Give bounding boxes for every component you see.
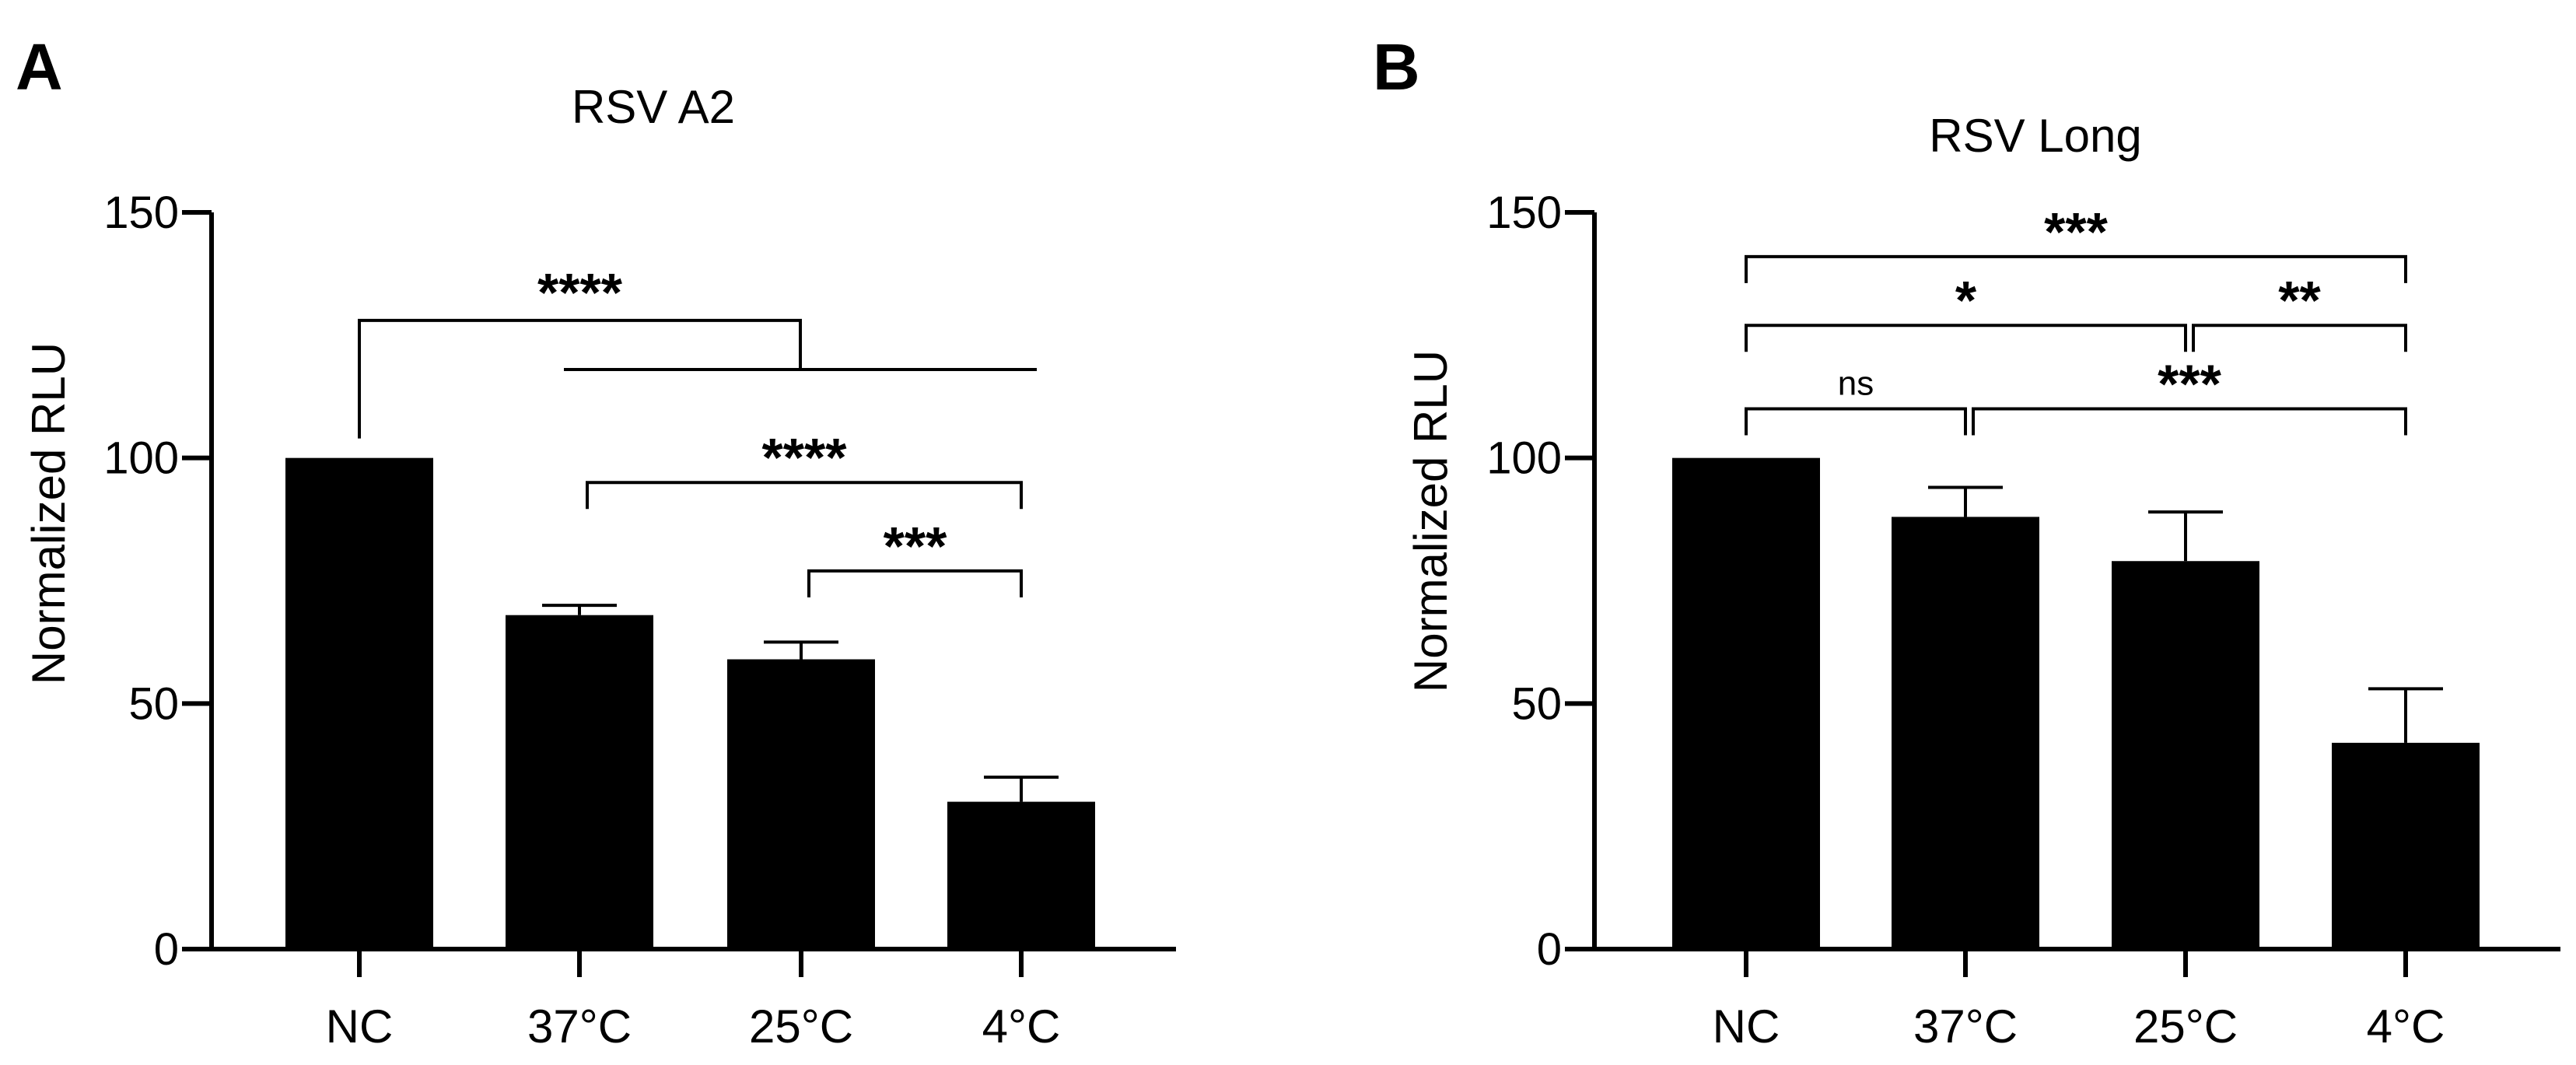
panel-b-y-tick-label: 0: [1537, 924, 1562, 975]
panel-b-category-label: 4°C: [2367, 1000, 2445, 1053]
panel-a-y-tick-label: 100: [103, 433, 179, 484]
panel-a-category-label: 25°C: [749, 1000, 853, 1053]
panel-a-significance-label: ****: [537, 262, 623, 323]
panel-b-significance-bracket: [1745, 407, 1967, 436]
panel-b-category-label: 37°C: [1913, 1000, 2018, 1053]
panel-a-y-tick-label: 50: [128, 678, 179, 729]
panel-b-category-label: NC: [1713, 1000, 1780, 1053]
panel-b-significance-label: ***: [2044, 201, 2108, 262]
panel-b-significance-bracket: [1745, 254, 2407, 283]
panel-a-y-tick-label: 150: [103, 187, 179, 238]
panel-b-significance-bracket: [2192, 324, 2407, 352]
panel-b-bar: [1892, 517, 2039, 949]
panel-a-bar: [727, 659, 875, 949]
panel-a-y-tick-label: 0: [154, 924, 179, 975]
panel-b-significance-bracket: [1972, 407, 2407, 436]
panel-a-category-label: NC: [326, 1000, 394, 1053]
panel-a-bar: [947, 801, 1095, 949]
panel-b-significance-label: ns: [1838, 365, 1874, 403]
panel-a-bar: [506, 615, 653, 949]
panel-a-title: RSV A2: [572, 81, 735, 133]
panel-a: A RSV A2 Normalized RLU 0 50 100 150 NC 37°C 2…: [16, 30, 1176, 1053]
panel-b-letter: B: [1373, 30, 1420, 103]
panel-b-bar: [1672, 457, 1820, 949]
panel-b-significance-label: ***: [2158, 354, 2221, 415]
panel-a-significance-label: ****: [762, 427, 848, 488]
panel-b-bar: [2112, 561, 2259, 949]
panel-a-category-label: 4°C: [982, 1000, 1061, 1053]
panel-b-y-tick-label: 50: [1511, 678, 1562, 729]
panel-b-bar: [2332, 742, 2480, 949]
panel-a-significance-bracket: [358, 318, 802, 439]
panel-a-significance-label: ***: [884, 516, 947, 576]
panel-b-significance-bracket: [1745, 324, 2187, 352]
panel-a-y-axis-label: Normalized RLU: [23, 342, 75, 685]
panel-b-y-tick-label: 100: [1486, 433, 1562, 484]
panel-a-significance-bracket: [807, 569, 1023, 597]
panel-a-significance-bracket: [586, 481, 1023, 510]
panel-b: B RSV Long Normalized RLU 0 50 100 150 NC 37°…: [1373, 30, 2560, 1053]
panel-a-bar: [285, 457, 433, 949]
panel-b-y-axis-label: Normalized RLU: [1405, 350, 1457, 692]
panel-a-letter: A: [16, 30, 63, 103]
panel-b-y-tick-label: 150: [1486, 187, 1562, 238]
panel-b-category-label: 25°C: [2133, 1000, 2238, 1053]
panel-b-significance-label: *: [1955, 270, 1977, 331]
panel-a-category-label: 37°C: [527, 1000, 632, 1053]
panel-b-title: RSV Long: [1929, 110, 2142, 162]
panel-b-significance-label: **: [2278, 270, 2321, 331]
